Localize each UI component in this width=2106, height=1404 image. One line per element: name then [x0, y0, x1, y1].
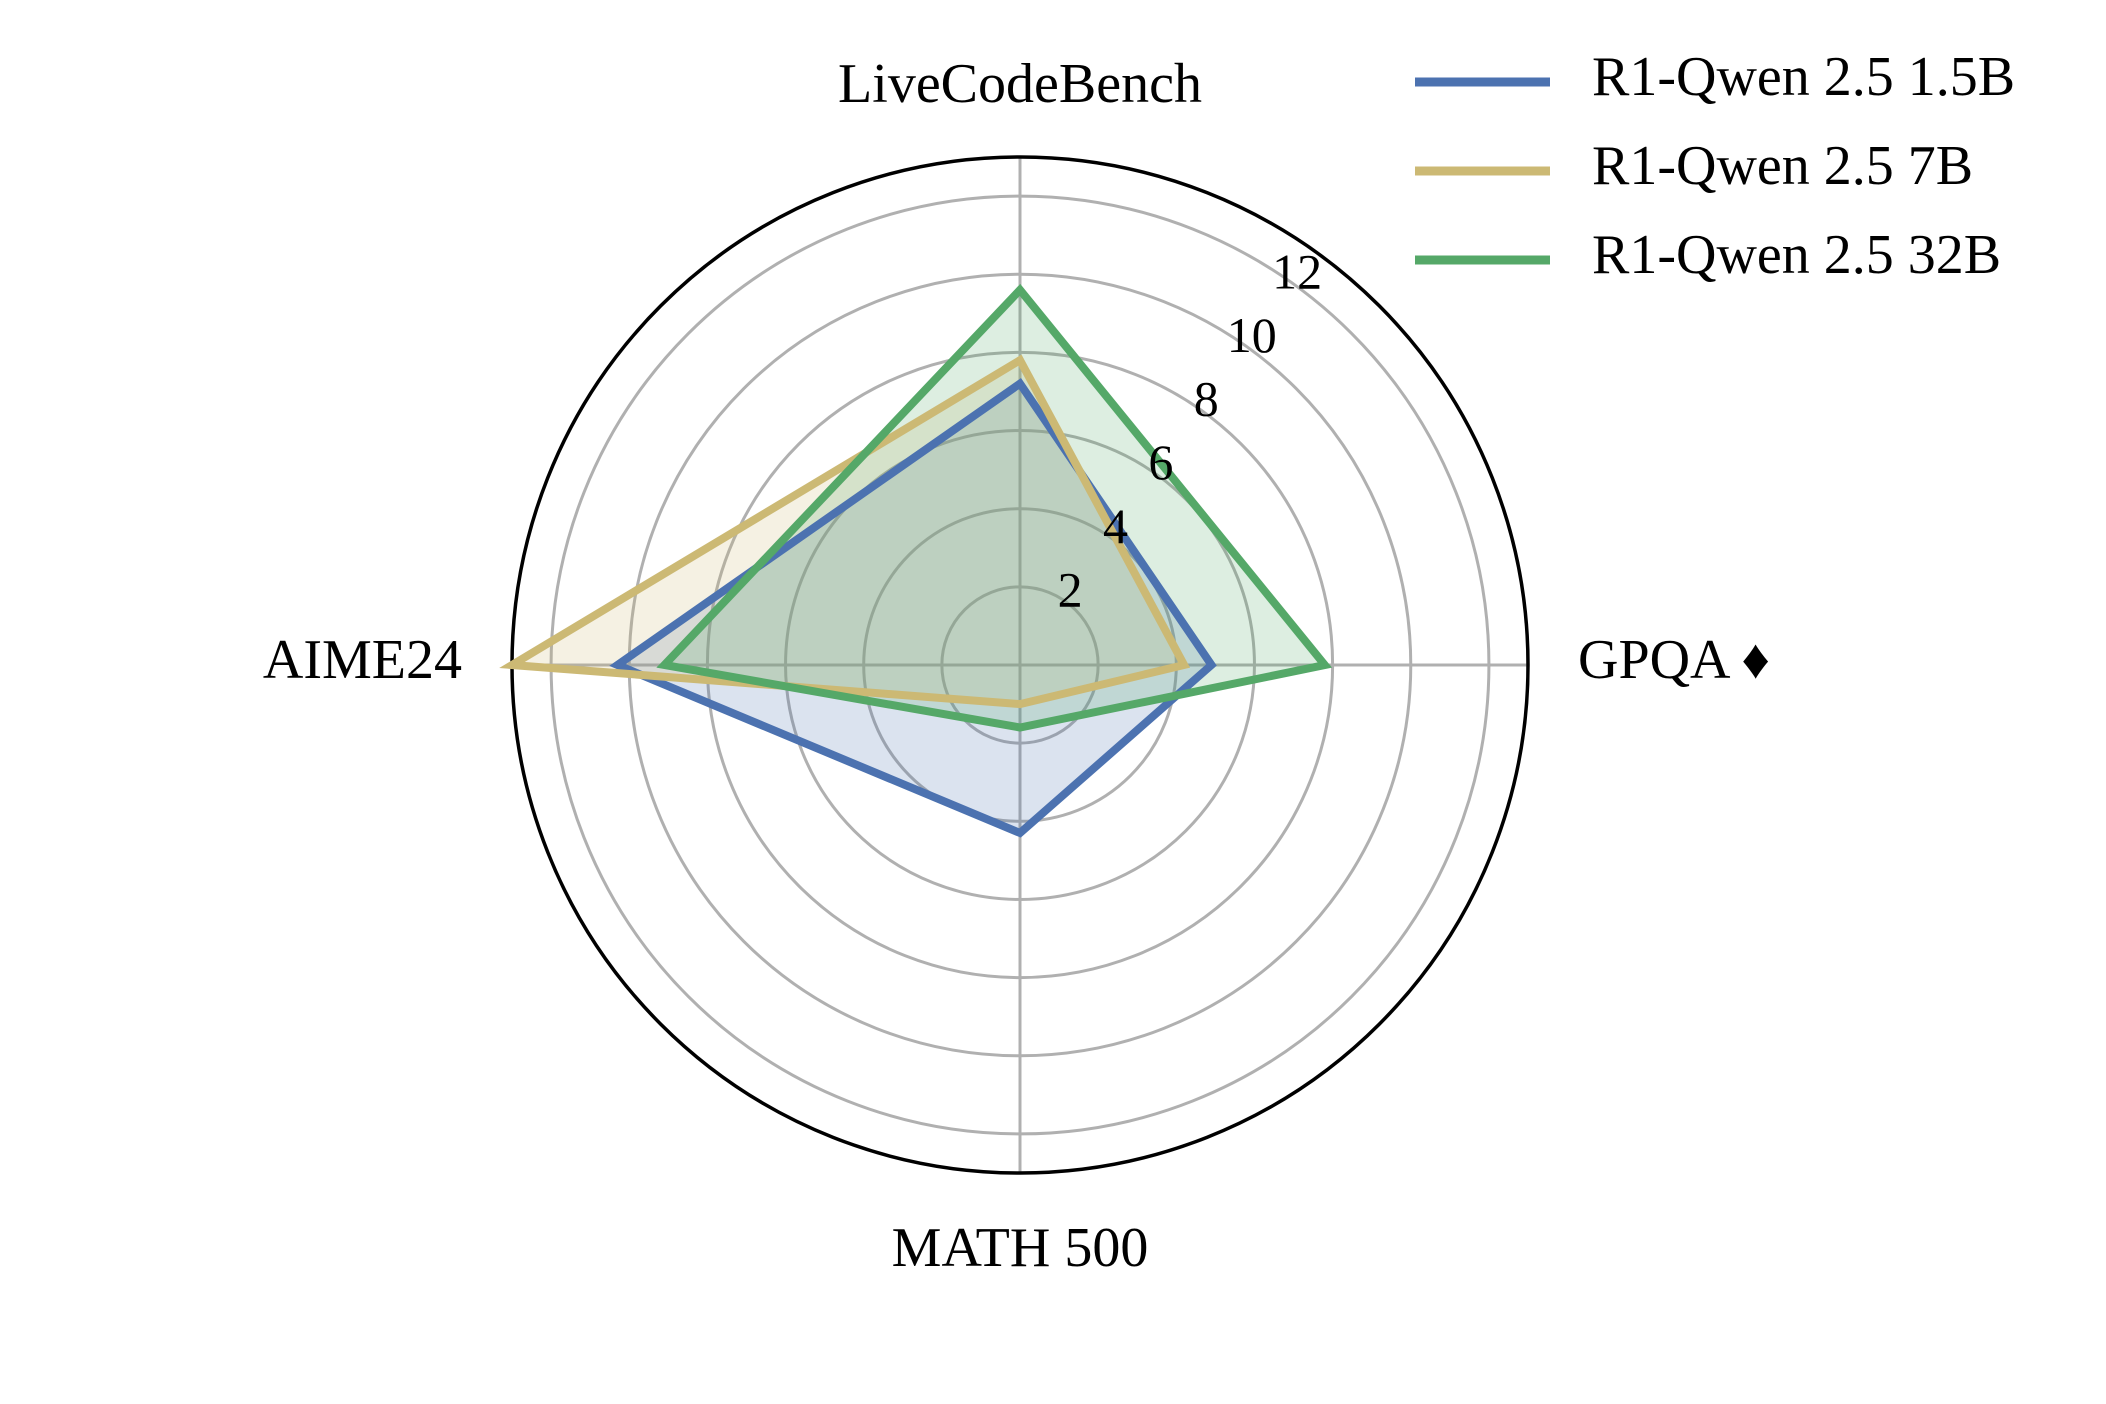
tick-label: 12: [1272, 243, 1322, 299]
axis-label: LiveCodeBench: [838, 53, 1202, 115]
axis-label: AIME24: [263, 629, 462, 691]
series-line-2: [656, 283, 1333, 732]
tick-label: 8: [1194, 371, 1219, 427]
axis-label: MATH 500: [892, 1217, 1149, 1279]
tick-label: 10: [1227, 307, 1277, 363]
legend-label: R1-Qwen 2.5 7B: [1592, 135, 1973, 197]
legend-label: R1-Qwen 2.5 32B: [1592, 224, 2001, 286]
tick-label: 4: [1103, 498, 1128, 554]
series-line-1: [499, 354, 1191, 709]
axis-label: GPQA ♦: [1578, 629, 1770, 691]
series-layer: [499, 283, 1333, 838]
grid: [510, 155, 1530, 1175]
legend: R1-Qwen 2.5 1.5B R1-Qwen 2.5 7B R1-Qwen 2.…: [1415, 46, 2015, 286]
tick-label: 6: [1148, 434, 1173, 490]
tick-label: 2: [1058, 561, 1083, 617]
legend-label: R1-Qwen 2.5 1.5B: [1592, 46, 2015, 108]
